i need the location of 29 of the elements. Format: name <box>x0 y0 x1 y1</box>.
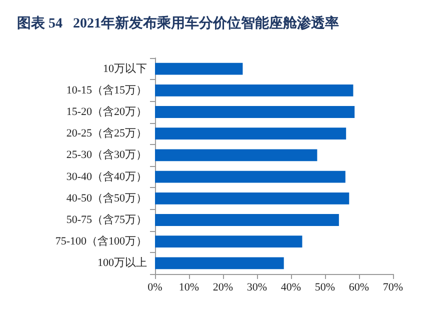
y-tick-label: 20-25（含25万） <box>66 126 147 140</box>
y-tick-label: 50-75（含75万） <box>66 213 147 226</box>
y-tick-label: 10万以下 <box>103 62 147 75</box>
bar <box>155 106 355 118</box>
x-tick-label: 50% <box>314 282 336 294</box>
x-tick-label: 70% <box>382 282 404 294</box>
y-tick-label: 40-50（含50万） <box>66 191 147 204</box>
x-tick-label: 0% <box>148 282 162 294</box>
x-tick-label: 10% <box>178 282 200 294</box>
y-tick-label: 75-100（含100万） <box>55 234 147 248</box>
x-tick-label: 20% <box>212 282 234 294</box>
bar <box>155 214 339 226</box>
bar <box>155 236 302 248</box>
y-tick-label: 100万以上 <box>98 256 147 270</box>
bar <box>155 128 346 140</box>
y-tick-label: 10-15（含15万） <box>66 83 147 96</box>
x-tick-label: 30% <box>246 282 268 294</box>
bar <box>155 149 318 162</box>
x-tick-label: 60% <box>348 282 370 294</box>
y-tick-label: 15-20（含20万） <box>66 105 147 118</box>
bar <box>155 257 284 270</box>
bar <box>155 62 243 75</box>
bar <box>155 170 346 183</box>
bar <box>155 192 350 204</box>
chart-title: 图表 54 2021年新发布乘用车分价位智能座舱渗透率 <box>17 14 339 32</box>
y-tick-label: 30-40（含40万） <box>66 170 147 183</box>
y-tick-label: 25-30（含30万） <box>66 148 147 162</box>
bar <box>155 84 354 96</box>
x-tick-label: 40% <box>280 282 302 294</box>
